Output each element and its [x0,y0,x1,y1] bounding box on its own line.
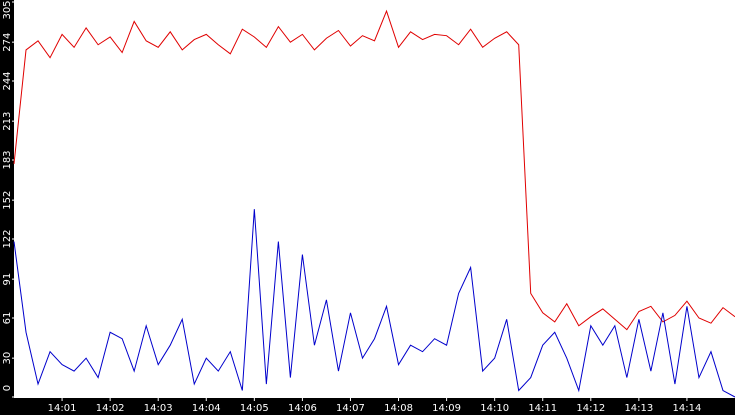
x-tick-label: 14:14 [673,403,702,414]
y-tick-label: 183 [2,150,13,169]
y-tick-label: 61 [2,312,13,325]
x-tick-label: 14:11 [528,403,557,414]
x-tick-label: 14:09 [432,403,461,414]
y-axis-strip [0,0,14,415]
x-tick-label: 14:01 [48,403,77,414]
x-tick-label: 14:06 [288,403,317,414]
x-tick-label: 14:03 [144,403,173,414]
x-tick-label: 14:08 [384,403,413,414]
y-tick-label: 274 [2,33,13,52]
y-tick-label: 213 [2,112,13,131]
x-tick-label: 14:05 [240,403,269,414]
series-line [13,9,735,331]
x-tick-label: 14:10 [480,403,509,414]
x-tick-label: 14:07 [336,403,365,414]
y-tick-label: 91 [2,273,13,286]
x-tick-label: 14:02 [96,403,125,414]
x-tick-label: 14:12 [576,403,605,414]
y-tick-label: 122 [2,229,13,248]
x-tick-label: 14:13 [624,403,653,414]
x-axis-strip [0,398,735,415]
y-tick-label: 30 [2,352,13,365]
y-tick-label: 152 [2,191,13,210]
y-tick-label: 0 [2,385,13,391]
y-tick-label: 244 [2,71,13,90]
x-tick-label: 14:04 [192,403,221,414]
y-tick-label: 305 [2,0,13,19]
series-line [13,209,735,398]
